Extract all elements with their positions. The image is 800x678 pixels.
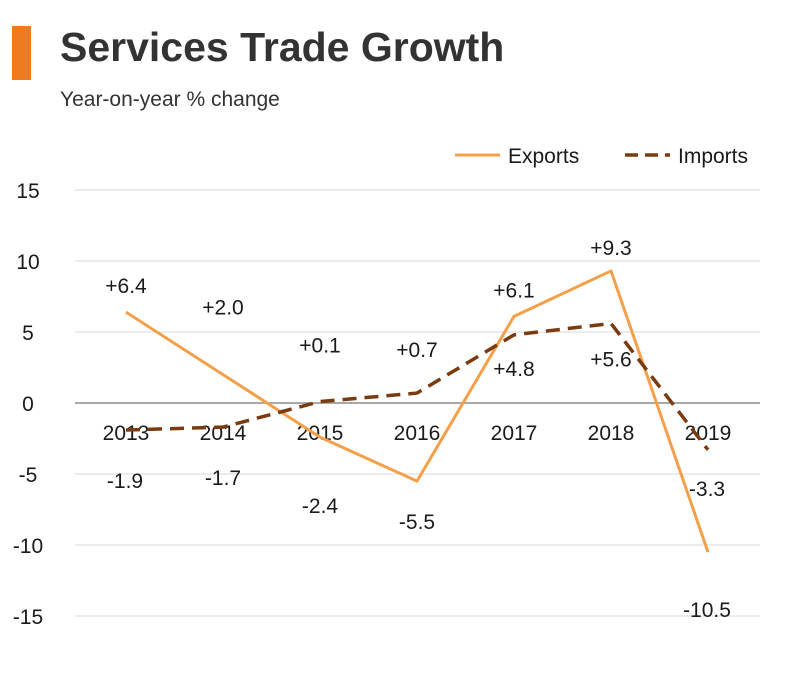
legend: Exports Imports [455, 145, 748, 168]
y-axis-tick-labels: 15 10 5 0 -5 -10 -15 [13, 180, 43, 629]
data-label-exports: +2.0 [202, 297, 243, 320]
x-tick-label: 2019 [685, 422, 732, 445]
y-tick-label: 5 [22, 322, 34, 345]
chart-title: Services Trade Growth [60, 24, 505, 70]
data-label-imports: +0.7 [396, 339, 437, 362]
x-tick-label: 2013 [103, 422, 150, 445]
data-label-exports: -10.5 [683, 599, 731, 622]
legend-exports-label: Exports [508, 145, 579, 168]
x-tick-label: 2016 [394, 422, 441, 445]
data-label-imports: +0.1 [299, 335, 340, 358]
x-tick-label: 2017 [491, 422, 538, 445]
data-label-exports: +6.4 [105, 275, 147, 298]
x-tick-label: 2018 [588, 422, 635, 445]
title-accent-bar [12, 26, 31, 80]
chart-subtitle: Year-on-year % change [60, 88, 280, 111]
y-tick-label: -5 [19, 464, 38, 487]
y-tick-label: 15 [16, 180, 39, 203]
y-tick-label: -10 [13, 535, 43, 558]
data-label-exports: +6.1 [493, 279, 534, 302]
data-label-imports: -1.9 [107, 470, 143, 493]
x-tick-label: 2015 [297, 422, 344, 445]
data-labels: +6.4 +2.0 -2.4 -5.5 +6.1 +9.3 -10.5 -1.9 -1.7 +0.… [105, 237, 731, 622]
y-tick-label: 10 [16, 251, 39, 274]
legend-imports-label: Imports [678, 145, 748, 168]
x-tick-label: 2014 [200, 422, 247, 445]
data-label-exports: -2.4 [302, 495, 339, 518]
gridlines [75, 189, 760, 617]
series-lines [125, 269, 710, 553]
y-tick-label: -15 [13, 606, 43, 629]
series-line-imports [125, 321, 710, 451]
y-tick-label: 0 [22, 393, 34, 416]
data-label-imports: -1.7 [205, 467, 241, 490]
data-label-imports: -3.3 [689, 478, 725, 501]
data-label-imports: +5.6 [590, 348, 631, 371]
data-label-imports: +4.8 [493, 358, 534, 381]
series-line-exports [125, 269, 710, 553]
x-axis-tick-labels: 2013 2014 2015 2016 2017 2018 2019 [103, 422, 732, 445]
data-label-exports: -5.5 [399, 511, 435, 534]
data-label-exports: +9.3 [590, 237, 631, 260]
